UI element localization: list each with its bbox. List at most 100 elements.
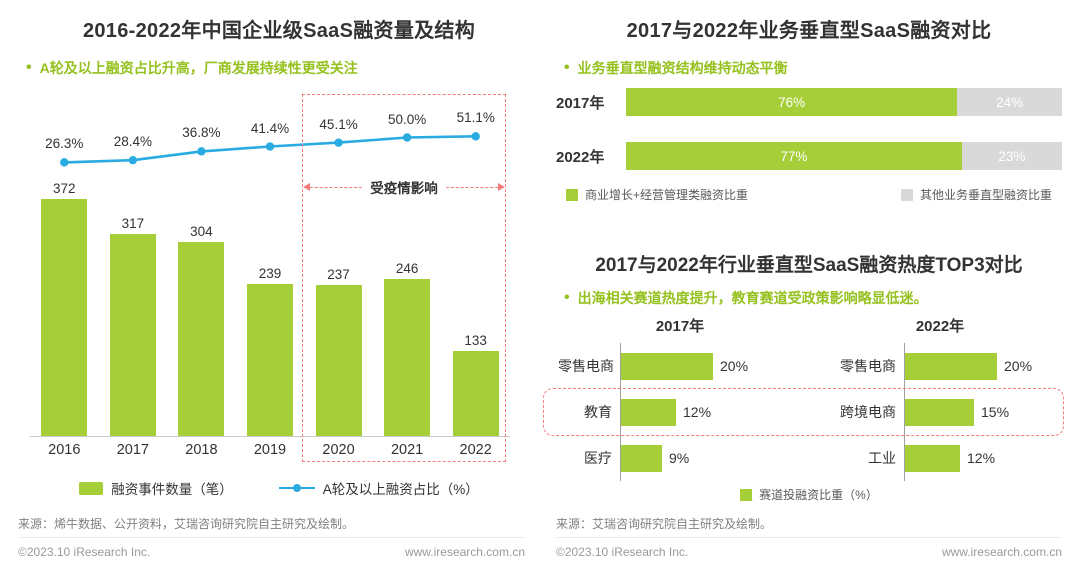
industry-bar [621,398,676,426]
stacked-bar-chart: 2017年 76% 24% 2022年 77% 23% [556,88,1062,196]
funding-bar [246,284,293,436]
right-bottom-chart-title: 2017与2022年行业垂直型SaaS融资热度TOP3对比 [595,255,1023,276]
legend-item-line: A轮及以上融资占比（%） [278,478,479,498]
stacked-bar: 76% 24% [626,88,1062,116]
industry-bar [905,352,997,380]
trend-pct-label: 36.8% [182,125,221,141]
industry-bar-area: 20% [904,343,1062,389]
funding-x-label: 2021 [390,442,424,458]
legend-line-label: A轮及以上融资占比（%） [322,482,479,497]
industry-bar-area: 15% [904,389,1062,435]
industry-category-label: 医疗 [584,450,612,466]
right-footer-url: www.iresearch.com.cn [941,545,1062,559]
funding-bar-column: 304 [167,224,235,436]
left-chart-title: 2016-2022年中国企业级SaaS融资量及结构 [82,20,476,42]
arrow-left-icon [302,182,363,191]
trend-pct-label: 26.3% [45,136,84,152]
industry-bar [621,352,713,380]
funding-bar-value: 237 [327,267,350,282]
legend-item-track: 赛道投融资比重（%） [740,486,878,503]
stacked-bar: 77% 23% [626,142,1062,170]
right-top-subtitle: • 业务垂直型融资结构维持动态平衡 [564,58,788,78]
legend-gray-label: 其他业务垂直型融资比重 [919,188,1052,202]
funding-bar [315,285,362,436]
bullet-icon: • [564,289,570,306]
industry-bar [905,398,974,426]
trend-pct-label: 51.1% [456,110,495,126]
industry-bar-value: 9% [669,450,690,466]
legend-item-green: 商业增长+经营管理类融资比重 [566,186,748,203]
industry-group-1: 2022年 零售电商 20% 跨境电商 15% 工业 12% [818,315,1062,481]
industry-bar-row: 医疗 9% [558,435,802,481]
arrow-right-icon [445,182,506,191]
industry-top3-chart: 2017年 零售电商 20% 教育 12% 医疗 9% 2022年 零售电商 20% 跨境电商… [543,315,1064,487]
industry-bar-value: 20% [720,358,749,374]
legend-track-label: 赛道投融资比重（%） [759,488,878,502]
industry-category-label: 零售电商 [558,358,614,374]
stacked-segment-green: 77% [626,142,962,170]
funding-x-label: 2022 [459,442,492,458]
trend-pct-label: 45.1% [319,116,358,132]
funding-bar-value: 372 [53,181,76,196]
group-title-2017: 2017年 [655,318,705,335]
funding-bar-value: 317 [121,216,145,231]
right-top-subtitle-text: 业务垂直型融资结构维持动态平衡 [577,60,788,76]
left-chart-subtitle: • A轮及以上融资占比升高，厂商发展持续性更受关注 [26,58,358,78]
industry-bar-value: 12% [967,450,996,466]
industry-bar-area: 12% [904,435,1062,481]
industry-bar-row: 零售电商 20% [558,343,802,389]
funding-bar-value: 246 [395,261,419,276]
stacked-row-label: 2022年 [556,148,605,166]
industry-category-label: 零售电商 [840,358,896,374]
industry-bar-row: 工业 12% [818,435,1062,481]
right-source-note: 来源：艾瑞咨询研究院自主研究及绘制。 [556,517,773,531]
right-bottom-subtitle-text: 出海相关赛道热度提升，教育赛道受政策影响略显低迷。 [577,290,928,306]
right-panel: 2017与2022年业务垂直型SaaS融资对比 • 业务垂直型融资结构维持动态平… [543,10,1064,562]
right-footer: ©2023.10 iResearch Inc. www.iresearch.co… [556,537,1062,559]
legend-item-gray: 其他业务垂直型融资比重 [900,186,1052,203]
stacked-bar-row: 2022年 77% 23% [556,142,1062,170]
industry-category-label: 跨境电商 [840,404,896,420]
bullet-icon: • [564,59,570,76]
funding-bar [41,199,88,436]
right-footer-copyright: ©2023.10 iResearch Inc. [556,545,689,559]
funding-bar-column: 317 [99,216,167,436]
industry-bar-value: 12% [683,404,712,420]
line-marker-icon [278,484,315,491]
covid-highlight-box [302,94,506,462]
industry-group-0: 2017年 零售电商 20% 教育 12% 医疗 9% [558,315,802,481]
industry-category-label: 工业 [868,450,896,466]
industry-bar-row: 跨境电商 15% [818,389,1062,435]
stacked-segment-green: 76% [626,88,958,116]
left-chart-subtitle-text: A轮及以上融资占比升高，厂商发展持续性更受关注 [39,60,358,76]
covid-annotation: 受疫情影响 [302,178,506,196]
funding-x-label: 2019 [253,442,287,458]
funding-bar [384,279,431,436]
funding-bar-column: 133 [442,333,510,436]
funding-bar [452,351,499,436]
industry-bar-value: 15% [981,404,1010,420]
funding-x-label: 2018 [185,442,218,458]
industry-category-label: 教育 [584,404,612,420]
funding-x-row: 2016 2017 2018 2019 2020 2021 2022 [30,442,510,458]
trend-pct-label: 50.0% [388,111,427,127]
right-bottom-legend: 赛道投融资比重（%） [556,486,1062,503]
gray-swatch-icon [900,188,913,201]
funding-bar-column: 372 [30,181,98,436]
right-bottom-subtitle: • 出海相关赛道热度提升，教育赛道受政策影响略显低迷。 [564,288,928,308]
bullet-icon: • [26,59,32,76]
group-title-2022: 2022年 [915,318,965,335]
industry-bar [905,444,960,472]
green-swatch-icon [566,188,578,201]
funding-x-label: 2016 [48,442,81,458]
legend-green-label: 商业增长+经营管理类融资比重 [585,188,749,202]
funding-bar-value: 304 [190,224,213,239]
industry-bar-row: 教育 12% [558,389,802,435]
stacked-segment-gray: 23% [961,142,1062,170]
covid-annotation-text: 受疫情影响 [370,181,438,196]
trend-pct-label: 28.4% [113,134,152,150]
right-top-legend: 商业增长+经营管理类融资比重 其他业务垂直型融资比重 [556,186,1062,203]
funding-bar-column: 239 [236,266,304,436]
funding-bar-value: 133 [464,333,487,348]
